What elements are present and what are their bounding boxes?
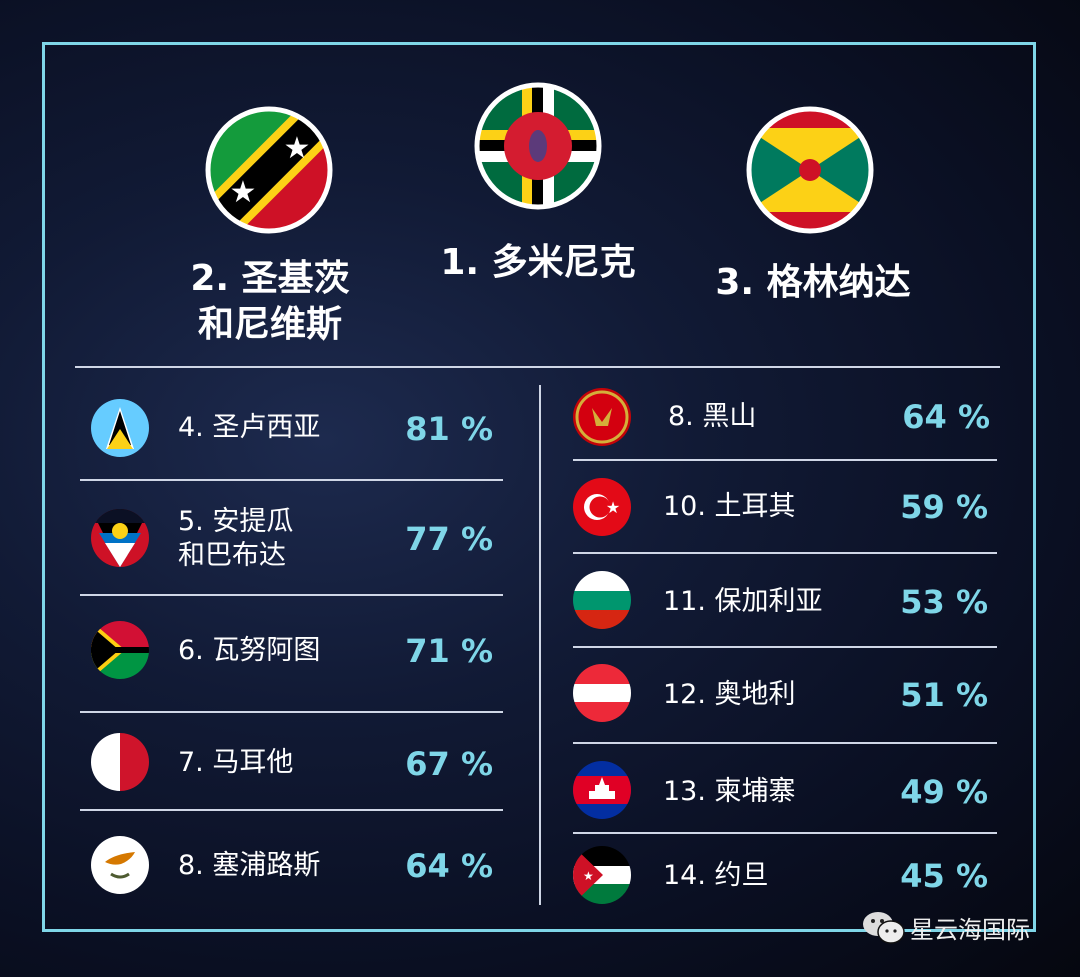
svg-text:★: ★ — [284, 131, 311, 166]
antigua-and-barbuda-flag-icon — [91, 509, 149, 567]
svg-text:★: ★ — [583, 869, 594, 883]
montenegro-flag-icon — [573, 388, 631, 446]
row-divider — [573, 742, 997, 744]
country-name: 12. 奥地利 — [663, 679, 796, 710]
country-name: 11. 保加利亚 — [663, 586, 823, 617]
percentage: 59 % — [900, 488, 988, 526]
cyprus-flag-icon — [91, 836, 149, 894]
country-name: 7. 马耳他 — [178, 747, 294, 778]
grenada-flag-icon — [746, 106, 874, 234]
saint-lucia-flag-icon — [91, 399, 149, 457]
country-name: 4. 圣卢西亚 — [178, 412, 321, 443]
percentage: 81 % — [405, 410, 493, 448]
row-divider — [80, 809, 503, 811]
country-name: 13. 柬埔寨 — [663, 776, 796, 807]
row-divider — [80, 479, 503, 481]
rank-2-label: 2. 圣基茨 和尼维斯 — [190, 258, 350, 345]
rank-3-label: 3. 格林纳达 — [715, 262, 911, 303]
jordan-flag-icon: ★ — [573, 846, 631, 904]
svg-text:★: ★ — [230, 175, 257, 210]
country-name: 8. 黑山 — [668, 401, 757, 432]
saint-kitts-and-nevis-flag-icon: ★ ★ — [205, 106, 333, 234]
percentage: 67 % — [405, 745, 493, 783]
percentage: 51 % — [900, 676, 988, 714]
country-name: 10. 土耳其 — [663, 491, 796, 522]
austria-flag-icon — [573, 664, 631, 722]
percentage: 64 % — [902, 398, 990, 436]
malta-flag-icon — [91, 733, 149, 791]
row-divider — [573, 646, 997, 648]
row-divider — [573, 552, 997, 554]
country-name: 14. 约旦 — [663, 860, 769, 891]
dominica-flag-icon — [474, 82, 602, 210]
vanuatu-flag-icon — [91, 621, 149, 679]
percentage: 71 % — [405, 632, 493, 670]
column-divider — [539, 385, 541, 905]
svg-text:★: ★ — [606, 498, 620, 517]
rank-1-label: 1. 多米尼克 — [440, 242, 636, 283]
percentage: 45 % — [900, 857, 988, 895]
percentage: 77 % — [405, 520, 493, 558]
country-name: 8. 塞浦路斯 — [178, 850, 321, 881]
percentage: 53 % — [900, 583, 988, 621]
row-divider — [573, 832, 997, 834]
country-name: 6. 瓦努阿图 — [178, 635, 321, 666]
country-name: 5. 安提瓜 和巴布达 — [178, 506, 294, 571]
brand-name: 星云海国际 — [910, 916, 1030, 944]
wechat-icon — [863, 912, 905, 944]
row-divider — [573, 459, 997, 461]
row-divider — [80, 711, 503, 713]
percentage: 64 % — [405, 847, 493, 885]
header-divider — [75, 366, 1000, 368]
cambodia-flag-icon — [573, 761, 631, 819]
turkey-flag-icon: ★ — [573, 478, 631, 536]
row-divider — [80, 594, 503, 596]
bulgaria-flag-icon — [573, 571, 631, 629]
percentage: 49 % — [900, 773, 988, 811]
frame-border — [42, 42, 1036, 932]
